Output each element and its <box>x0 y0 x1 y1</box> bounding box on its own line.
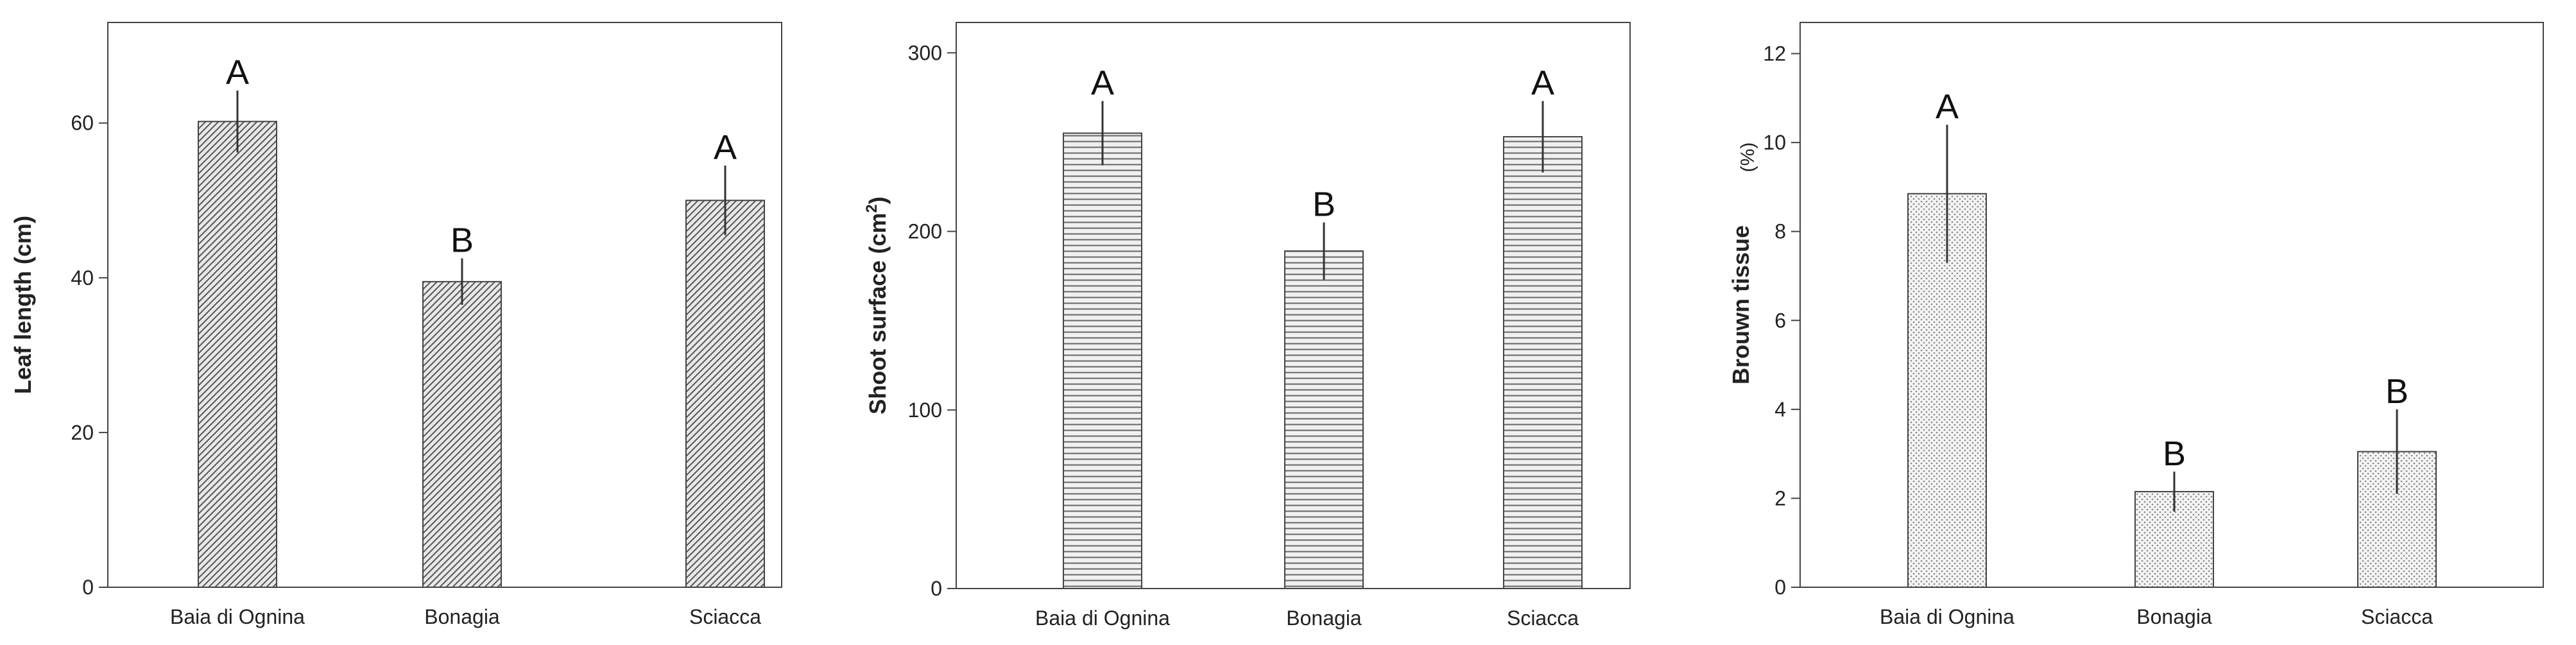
significance-letter: A <box>226 53 249 92</box>
chart-panel-1: 0 20 40 60 Leaf length (cm) A Baia di Ognina B B… <box>10 22 782 628</box>
significance-letter: A <box>1091 64 1114 102</box>
bar-bonagia <box>422 280 502 588</box>
y-tick-label: 200 <box>908 220 942 243</box>
y-tick-label: 12 <box>1763 42 1786 65</box>
y-axis-label: Shoot surface (cm2) <box>863 196 891 414</box>
y-tick-label: 4 <box>1774 398 1786 421</box>
y-tick-label: 0 <box>1774 576 1786 599</box>
significance-letter: B <box>1312 185 1335 224</box>
y-axis-label-superscript: 2 <box>863 204 880 212</box>
y-axis-label: Brouwn tissue <box>1728 225 1754 384</box>
significance-letter: B <box>2385 372 2409 411</box>
x-category-label: Sciacca <box>689 605 761 628</box>
y-tick-label: 60 <box>71 112 94 135</box>
y-axis-label-end: ) <box>864 196 891 204</box>
bar-baia-di-ognina <box>1063 132 1142 589</box>
bar-sciacca <box>685 200 765 589</box>
y-axis-label-text: Brouwn tissue <box>1728 225 1754 384</box>
x-category-label: Baia di Ognina <box>170 605 305 628</box>
y-tick-label: 0 <box>82 576 94 599</box>
x-category-label: Baia di Ognina <box>1880 605 2014 628</box>
bar-baia-di-ognina <box>198 121 277 588</box>
significance-letter: A <box>714 128 737 167</box>
bar-sciacca <box>1503 136 1583 589</box>
y-tick-label: 40 <box>71 266 94 289</box>
x-category-label: Sciacca <box>2361 605 2433 628</box>
significance-letter: A <box>1936 87 1959 126</box>
y-axis-label: Leaf length (cm) <box>10 216 36 394</box>
y-tick-label: 6 <box>1774 309 1786 332</box>
chart-panel-3: 0 2 4 6 8 10 12 Brouwn tissue (%) A Baia di Ognina… <box>1728 22 2544 628</box>
significance-letter: A <box>1531 64 1554 102</box>
x-category-label: Bonagia <box>2136 605 2212 628</box>
y-tick-label: 100 <box>908 399 942 422</box>
chart-panel-2: 0 100 200 300 Shoot surface (cm2) A Baia di Og… <box>863 22 1631 630</box>
significance-letter: B <box>2163 434 2186 473</box>
x-category-label: Bonagia <box>1286 606 1362 630</box>
y-tick-label: 20 <box>71 421 94 444</box>
y-tick-label: 8 <box>1774 220 1786 243</box>
y-tick-label: 2 <box>1774 486 1786 510</box>
y-tick-label: 10 <box>1763 131 1786 154</box>
y-axis-label-text: Leaf length (cm) <box>10 216 36 394</box>
x-category-label: Sciacca <box>1507 606 1579 630</box>
x-category-label: Bonagia <box>424 605 500 628</box>
y-tick-label: 0 <box>931 577 942 600</box>
y-axis-label-text: Shoot surface (cm <box>864 213 891 415</box>
y-tick-label: 300 <box>908 41 942 64</box>
x-category-label: Baia di Ognina <box>1035 606 1170 630</box>
significance-letter: B <box>451 221 474 260</box>
y-axis-unit: (%) <box>1737 142 1758 173</box>
bar-bonagia <box>1284 250 1364 589</box>
